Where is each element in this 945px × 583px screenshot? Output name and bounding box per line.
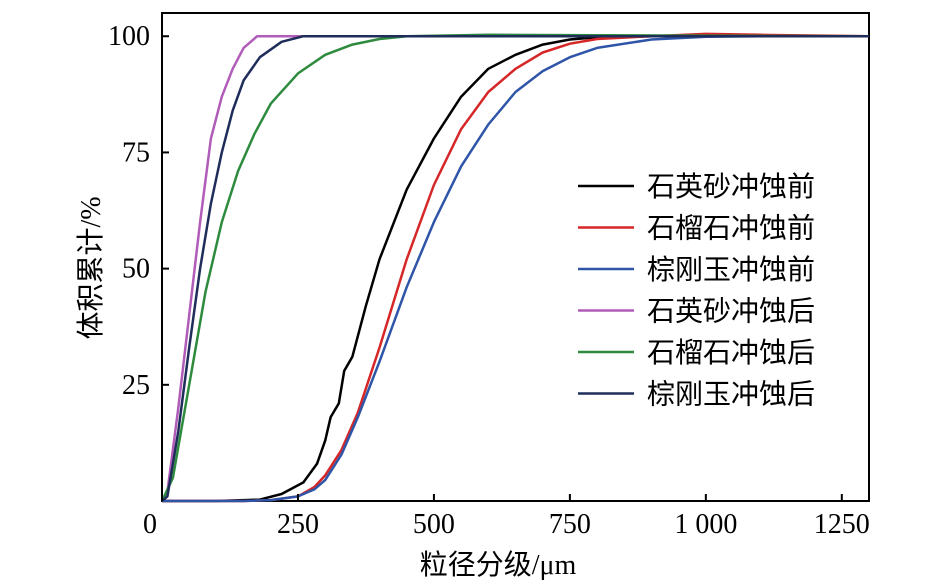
x-tick-label: 750: [549, 509, 591, 540]
legend-label: 石英砂冲蚀前: [647, 171, 815, 203]
x-tick-label: 1250: [814, 509, 870, 540]
y-tick-label: 75: [122, 137, 150, 168]
plot-frame: [161, 12, 870, 502]
legend-label: 棕刚玉冲蚀前: [647, 254, 815, 286]
x-tick-label: 1 000: [674, 509, 737, 540]
legend-label: 石英砂冲蚀后: [647, 296, 815, 328]
legend-label: 石榴石冲蚀前: [647, 213, 815, 245]
series-line-4: [160, 34, 869, 502]
legend-item: 石榴石冲蚀后: [578, 337, 815, 369]
y-axis-title: 体积累计/%: [75, 196, 107, 339]
x-tick-label: 250: [277, 509, 319, 540]
x-tick-label: 0: [143, 509, 157, 540]
series-line-6: [161, 34, 869, 502]
legend-item: 石英砂冲蚀后: [578, 296, 815, 328]
x-axis-title: 粒径分级/μm: [420, 549, 577, 581]
y-tick-label: 25: [122, 370, 150, 401]
legend-item: 棕刚玉冲蚀后: [578, 379, 815, 411]
series-line-1: [162, 34, 869, 503]
series-line-3: [162, 34, 869, 503]
legend-item: 石榴石冲蚀前: [578, 213, 815, 245]
y-axis: 25 50 75 100: [108, 21, 169, 401]
plot-area: [160, 12, 870, 503]
legend-item: 石英砂冲蚀前: [578, 171, 815, 203]
y-tick-label: 50: [122, 254, 150, 285]
y-tick-label: 100: [108, 21, 150, 52]
x-axis: 0 250 500 750 1 000 1250: [143, 494, 870, 540]
legend-label: 石榴石冲蚀后: [647, 337, 815, 369]
legend-label: 棕刚玉冲蚀后: [647, 379, 815, 411]
legend-item: 棕刚玉冲蚀前: [578, 254, 815, 286]
x-tick-label: 500: [413, 509, 455, 540]
